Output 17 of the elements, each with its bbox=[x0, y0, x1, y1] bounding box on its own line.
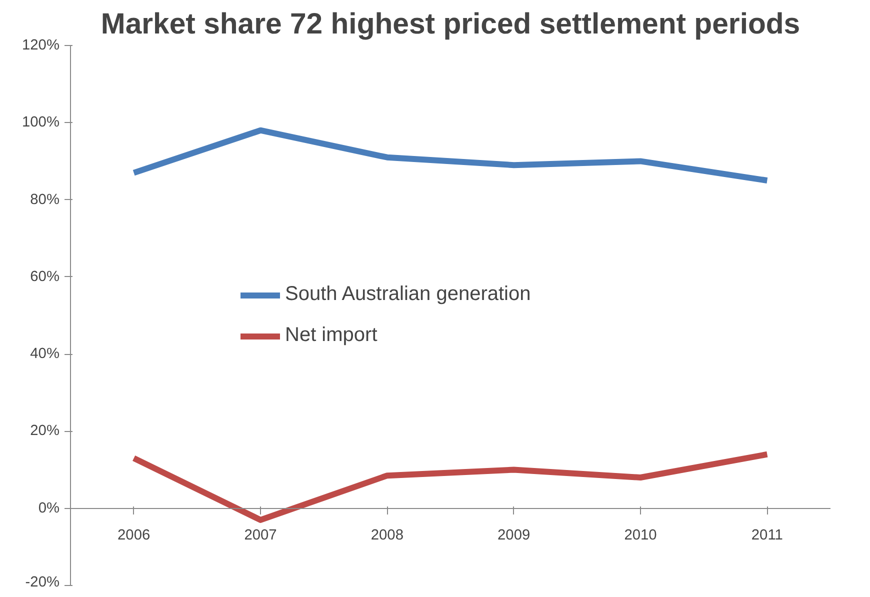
legend-label: South Australian generation bbox=[285, 283, 531, 306]
legend-label: Net import bbox=[285, 324, 378, 347]
y-tick-label: 60% bbox=[30, 268, 60, 285]
y-tick-label: -20% bbox=[25, 574, 60, 590]
y-tick-label: 80% bbox=[30, 192, 60, 208]
x-tick-label: 2009 bbox=[498, 527, 530, 544]
x-tick-label: 2008 bbox=[370, 527, 404, 544]
chart-title: Market share 72 highest priced settlement periods bbox=[100, 8, 800, 40]
x-tick-label: 2011 bbox=[751, 527, 783, 544]
y-tick-label: 100% bbox=[22, 114, 60, 131]
y-tick-label: 40% bbox=[30, 346, 60, 362]
x-tick-label: 2010 bbox=[624, 527, 657, 544]
y-tick-label: 0% bbox=[38, 500, 60, 516]
y-tick-label: 20% bbox=[30, 423, 60, 440]
y-tick-label: 120% bbox=[22, 38, 60, 54]
x-tick-label: 2007 bbox=[244, 527, 277, 544]
x-tick-label: 2006 bbox=[118, 527, 150, 544]
